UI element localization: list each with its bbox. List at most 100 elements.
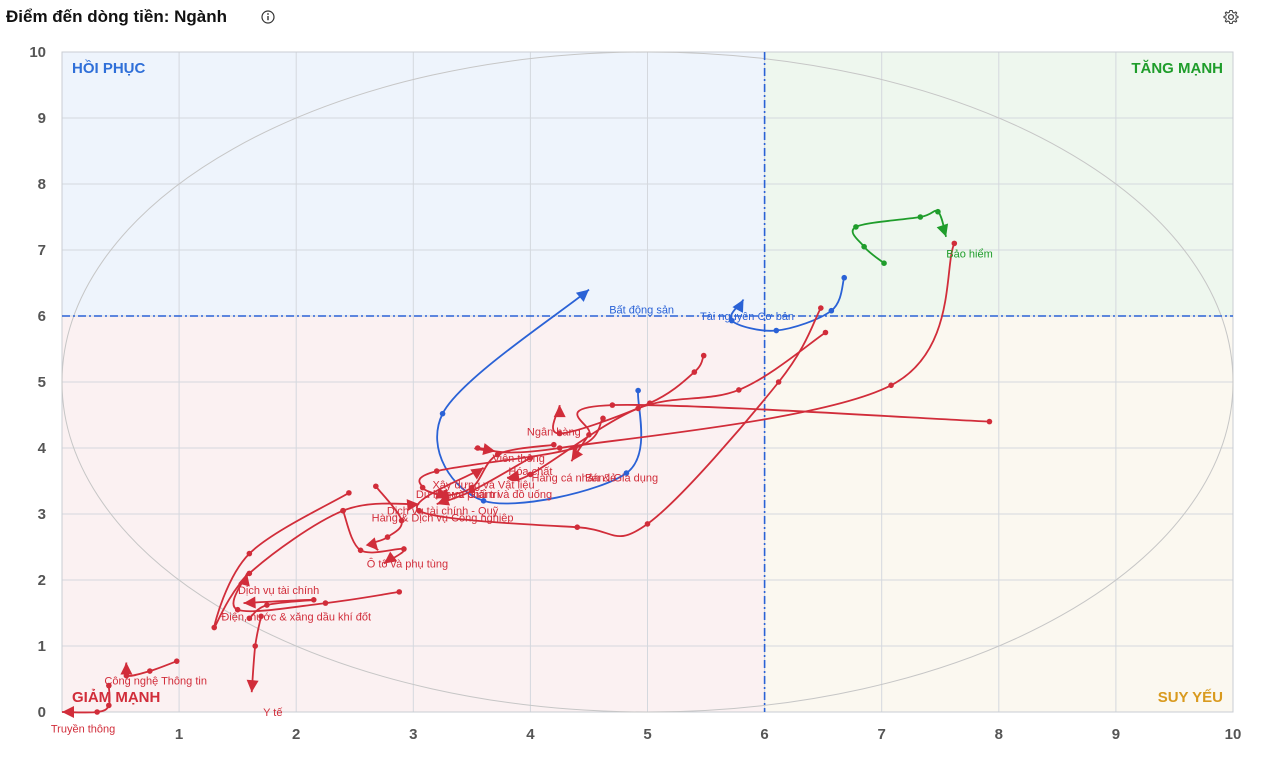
series-arrow	[365, 537, 379, 551]
data-point	[729, 317, 735, 324]
data-point	[556, 445, 563, 451]
series-label: Hàng & Dịch vụ Công nghiệp	[372, 512, 514, 524]
data-point	[773, 327, 780, 334]
series-line	[436, 443, 554, 499]
info-icon[interactable]	[261, 10, 275, 24]
x-tick-label: 5	[643, 726, 651, 743]
data-point	[322, 600, 329, 606]
series-line	[232, 573, 400, 613]
data-point	[736, 387, 742, 393]
data-point	[853, 224, 859, 230]
y-tick-label: 9	[38, 110, 46, 127]
data-point	[881, 260, 887, 267]
quadrant-label-strong: TĂNG MẠNH	[1131, 60, 1223, 77]
series-arrow	[470, 467, 484, 480]
y-tick-label: 4	[38, 440, 47, 457]
x-tick-label: 3	[409, 726, 417, 743]
series-label: Bảo hiểm	[946, 248, 992, 260]
data-point	[264, 602, 270, 608]
series-label: Truyền thông	[51, 724, 115, 736]
series-label: Dịch vụ tài chính - Quỹ	[387, 506, 499, 518]
data-point	[474, 445, 481, 451]
series-label: Hóa chất	[508, 466, 552, 478]
data-point	[644, 521, 651, 527]
y-tick-label: 3	[38, 506, 46, 523]
data-point	[310, 597, 317, 603]
series-Tài nguyên Cơ bản	[729, 274, 848, 334]
series-Hóa chất	[416, 305, 824, 538]
series-Viễn thông	[474, 240, 958, 455]
series-Bất động sản	[436, 288, 643, 505]
x-tick-label: 10	[1225, 726, 1242, 743]
series-arrow	[238, 573, 250, 587]
reference-ellipse	[61, 51, 1234, 713]
series-arrow	[243, 596, 256, 609]
data-point	[147, 668, 153, 674]
data-point	[861, 243, 867, 250]
data-point	[551, 441, 557, 448]
series-label: Hàng cá nhân & Gia dụng	[532, 473, 659, 485]
data-point	[935, 208, 941, 215]
series-Bán lẻ	[570, 402, 993, 462]
data-point	[396, 589, 403, 595]
y-tick-label: 1	[38, 638, 46, 655]
quadrant-label-recover: HỒI PHỤC	[72, 59, 146, 77]
data-point	[106, 682, 112, 689]
quadrant-label-weak: SUY YẾU	[1158, 689, 1223, 706]
page-title: Điểm đến dòng tiền: Ngành	[6, 7, 227, 26]
series-line	[342, 510, 406, 565]
series-arrow	[246, 679, 259, 693]
data-point	[822, 329, 829, 336]
y-tick-label: 5	[38, 374, 46, 391]
x-tick-label: 1	[175, 726, 183, 743]
data-point	[691, 369, 698, 375]
data-point	[340, 507, 346, 514]
quadrant-label-down: GIẢM MẠNH	[72, 689, 160, 706]
chart-header: Điểm đến dòng tiền: Ngành	[0, 0, 1278, 36]
series-arrow	[571, 447, 584, 462]
data-point	[572, 445, 578, 451]
data-point	[841, 274, 848, 281]
series-label: Bất động sản	[609, 304, 674, 316]
data-point	[494, 451, 501, 458]
y-tick-label: 7	[38, 242, 46, 259]
data-point	[986, 418, 993, 425]
series-line	[243, 598, 315, 620]
x-tick-label: 9	[1112, 726, 1120, 743]
data-point	[818, 305, 824, 311]
series-arrow	[732, 299, 744, 313]
data-point	[433, 468, 440, 474]
series-arrow	[575, 289, 589, 302]
x-tick-label: 8	[995, 726, 1003, 743]
series-Hàng cá nhân & Gia dụng	[506, 329, 829, 482]
data-point	[635, 405, 641, 412]
data-point	[480, 498, 487, 504]
data-point	[600, 415, 606, 422]
series-label: Du lịch và Giải trí	[416, 489, 500, 501]
data-point	[234, 606, 241, 613]
series-layer	[61, 208, 993, 718]
series-line	[418, 417, 604, 499]
series-label: Ô tô và phụ tùng	[367, 558, 448, 571]
series-Bảo hiểm	[851, 208, 949, 267]
x-tick-label: 2	[292, 726, 300, 743]
data-point	[252, 643, 259, 649]
data-point	[246, 615, 253, 622]
data-point	[106, 702, 112, 709]
series-Ô tô và phụ tùng	[365, 483, 405, 551]
series-arrow	[936, 223, 949, 237]
series-Du lịch và Giải trí	[436, 455, 534, 506]
data-point	[623, 470, 630, 476]
data-point	[527, 455, 534, 461]
series-Hàng & Dịch vụ Công nghiệp	[340, 507, 407, 565]
y-tick-label: 6	[38, 308, 46, 325]
series-Ngân hàng	[552, 352, 707, 437]
data-point	[211, 624, 218, 631]
series-arrow	[406, 499, 420, 512]
series-Dịch vụ tài chính	[232, 573, 403, 613]
y-tick-label: 10	[29, 44, 46, 61]
series-arrow	[120, 662, 133, 675]
data-point	[586, 432, 592, 438]
gear-icon[interactable]	[1223, 9, 1239, 25]
